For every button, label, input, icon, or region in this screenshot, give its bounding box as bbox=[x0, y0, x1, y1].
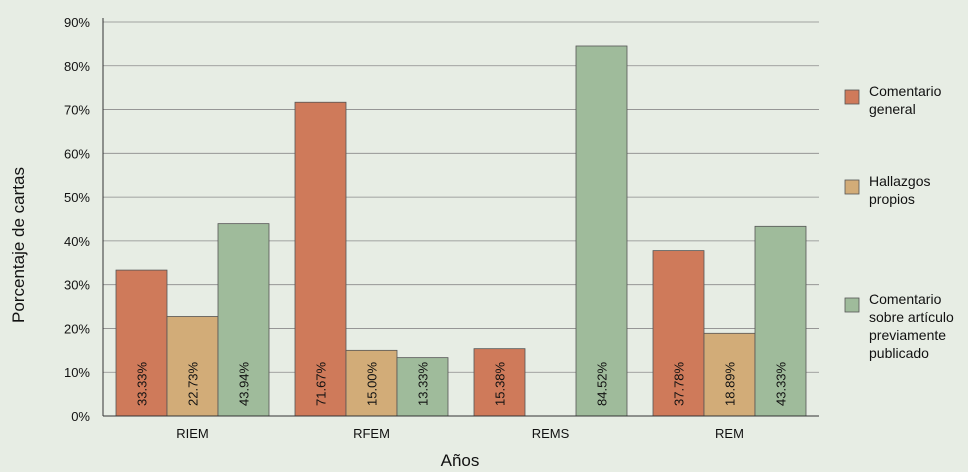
y-tick-label: 60% bbox=[64, 146, 90, 161]
bar-value-label: 33.33% bbox=[135, 361, 150, 406]
axes: 0% 10% 20% 30% 40% 50% 60% 70% 80% 90% RIEM RFEM REM… bbox=[64, 15, 819, 441]
x-tick-label: RFEM bbox=[353, 426, 390, 441]
bars: 33.33% 22.73% 43.94% 71.67% 15.00% 13.33% 15.3… bbox=[115, 45, 807, 417]
y-axis-title: Porcentaje de cartas bbox=[9, 167, 28, 323]
legend-swatch bbox=[844, 89, 860, 105]
legend-swatch bbox=[844, 297, 860, 313]
bar-value-label: 37.78% bbox=[672, 361, 687, 406]
y-tick-label: 30% bbox=[64, 278, 90, 293]
bar-value-label: 84.52% bbox=[595, 361, 610, 406]
bar-value-label: 71.67% bbox=[314, 361, 329, 406]
bar bbox=[652, 250, 705, 417]
x-tick-label: RIEM bbox=[176, 426, 209, 441]
y-tick-label: 40% bbox=[64, 234, 90, 249]
y-tick-label: 0% bbox=[71, 409, 90, 424]
bar bbox=[396, 357, 449, 417]
x-axis-title: Años bbox=[441, 451, 480, 470]
x-tick-label: REM bbox=[715, 426, 744, 441]
y-tick-label: 20% bbox=[64, 321, 90, 336]
legend: Comentario general Hallazgos propios Comenta… bbox=[844, 83, 954, 361]
legend-label: Hallazgos propios bbox=[869, 173, 930, 207]
legend-label: Comentario general bbox=[869, 83, 942, 117]
bar-value-label: 22.73% bbox=[186, 361, 201, 406]
legend-label: Comentario sobre artículo previamente publi… bbox=[869, 291, 954, 361]
bar bbox=[473, 348, 526, 417]
x-tick-label: REMS bbox=[532, 426, 570, 441]
bar bbox=[703, 332, 756, 417]
y-tick-label: 80% bbox=[64, 59, 90, 74]
bar-value-label: 15.00% bbox=[365, 361, 380, 406]
bar-value-label: 18.89% bbox=[723, 361, 738, 406]
bar-value-label: 15.38% bbox=[493, 361, 508, 406]
bar-value-label: 13.33% bbox=[416, 361, 431, 406]
bar bbox=[575, 45, 628, 417]
y-tick-label: 70% bbox=[64, 103, 90, 118]
y-tick-label: 50% bbox=[64, 190, 90, 205]
bar-value-label: 43.33% bbox=[774, 361, 789, 406]
legend-swatch bbox=[844, 179, 860, 195]
y-tick-label: 90% bbox=[64, 15, 90, 30]
bar bbox=[754, 225, 807, 417]
y-tick-label: 10% bbox=[64, 365, 90, 380]
bar-value-label: 43.94% bbox=[237, 361, 252, 406]
